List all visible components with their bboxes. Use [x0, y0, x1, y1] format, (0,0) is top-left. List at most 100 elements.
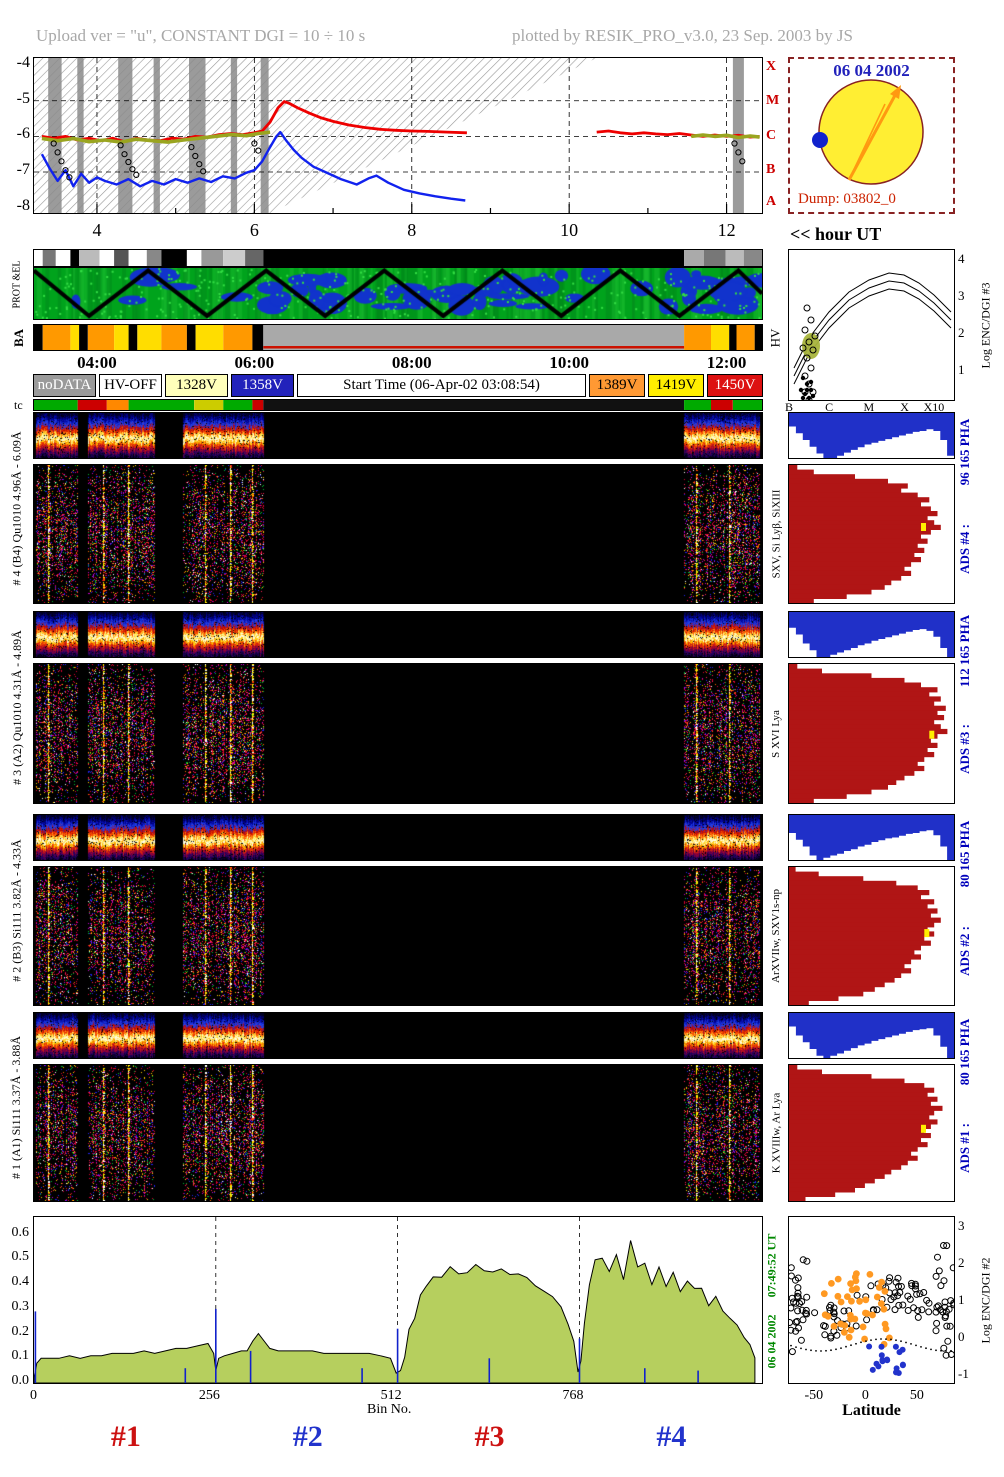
prot-el-strip-label: PROT &EL [11, 260, 23, 309]
ads-right-label-ch4: ADS #4 : [957, 524, 972, 574]
legend-item-1328v: 1328V [165, 374, 228, 397]
corrected-ytick: 0.1 [11, 1348, 30, 1364]
latitude-xtick: 0 [861, 1388, 869, 1403]
pha-right-label-ch1: 80 165 PHA [957, 1018, 973, 1085]
pha-svg-ch3 [789, 612, 954, 657]
pha-histogram-ch3 [788, 611, 955, 658]
spectrogram-tall-ch2 [33, 866, 763, 1006]
spectrogram-tall-ch4 [33, 464, 763, 604]
ads-right-label-ch3: ADS #3 : [957, 723, 972, 774]
time-axis-label: 10:00 [549, 353, 589, 372]
goes-flux-panel [33, 57, 763, 214]
corrected-ytick: 0.0 [11, 1373, 30, 1388]
ads-svg-ch3 [789, 664, 954, 803]
spectrogram-scatter-canvas [34, 867, 762, 1005]
sun-date-label: 06 04 2002 [833, 61, 910, 80]
corrected-xtick: 256 [198, 1388, 220, 1403]
spectrum-date-label: 06 04 2002 [764, 1314, 779, 1368]
latitude-axis-label: Latitude [842, 1402, 901, 1419]
header-plotted-by: plotted by RESIK_PRO_v3.0, 23 Sep. 2003 … [512, 26, 853, 45]
log-enc-dgi3-axis-label: Log ENC/DGI #3 [978, 282, 993, 368]
tc-strip-label: tc [14, 398, 23, 412]
goes-class-letter: C [766, 128, 777, 144]
latitude-ytick: -1 [958, 1366, 969, 1381]
legend-item-1419v: 1419V [648, 374, 704, 397]
corrected-xtick: 0 [30, 1388, 37, 1403]
ads-right-label-ch1: ADS #1 : [957, 1123, 972, 1173]
ads-histogram-ch3 [788, 663, 955, 804]
goes-ytick-label: -7 [16, 161, 30, 179]
ads-histogram-ch4 [788, 464, 955, 604]
tc-strip [33, 399, 763, 411]
ba-strip-label: BA [11, 328, 26, 347]
time-axis-label: 06:00 [234, 353, 275, 372]
ads-svg-ch1 [789, 1065, 954, 1201]
pha-right-label-ch2: 80 165 PHA [957, 820, 973, 887]
bin-no-axis-label: Bin No. [367, 1402, 412, 1417]
pha-svg-ch1 [789, 1013, 954, 1058]
first-order-panel [788, 249, 955, 401]
latitude-ytick: 3 [958, 1218, 965, 1233]
corrected-xtick: 768 [562, 1388, 584, 1403]
corrected-spectra-panel [33, 1216, 763, 1384]
spectrogram-scatter-canvas [34, 1065, 762, 1201]
pha-histogram-ch4 [788, 412, 955, 459]
goes-ytick-label: -8 [16, 196, 30, 214]
goes-flux-plot [34, 58, 762, 213]
prot-el-strip [33, 249, 763, 267]
electron-flux-canvas [34, 268, 762, 319]
spectrogram-short-ch2 [33, 814, 763, 861]
pha-svg-ch2 [789, 815, 954, 860]
hv-strip-label: HV [767, 328, 782, 347]
latitude-ytick: 0 [958, 1329, 965, 1344]
latitude-scatter-plot [789, 1242, 954, 1376]
time-axis-label: 08:00 [391, 353, 432, 372]
goes-xtick-label: 10 [560, 220, 579, 240]
legend-item-1358v: 1358V [231, 374, 294, 397]
spectrum-time-label: 07:49:52 UT [764, 1233, 779, 1297]
corrected-xtick: 512 [380, 1388, 402, 1403]
first-order-ytick: 3 [958, 288, 965, 303]
first-order-plot [793, 272, 952, 400]
goes-class-letter: X [766, 58, 777, 74]
corrected-ytick: 0.5 [11, 1249, 30, 1265]
spectrogram-band-canvas [34, 612, 762, 657]
latitude-xtick: 50 [909, 1388, 924, 1403]
ads-svg-ch2 [789, 867, 954, 1005]
sun-disk-drawing [789, 76, 954, 189]
spectral-lines-label-ch2: ArXVIIw, SXV1s-np [770, 889, 782, 983]
spectrogram-tall-ch1 [33, 1064, 763, 1202]
channel-left-label-ch3: # 3 (A2) Qu1010 4.31Å - 4.89Å [9, 630, 24, 785]
first-order-xtick: M [863, 400, 875, 414]
corrected-ytick: 0.6 [11, 1224, 30, 1240]
ba-hv-strip-svg [34, 325, 762, 350]
goes-class-letter: B [766, 162, 776, 178]
spectrogram-band-canvas [34, 413, 762, 458]
ads-right-label-ch2: ADS #2 : [957, 926, 972, 976]
goes-xtick-label: 12 [717, 220, 736, 240]
time-axis-label: 12:00 [706, 353, 747, 372]
spectrogram-band-canvas [34, 1013, 762, 1058]
spectrogram-short-ch3 [33, 611, 763, 658]
first-order-xtick: C [825, 400, 834, 414]
goes-xtick-label: 4 [92, 220, 102, 240]
spectrogram-band-canvas [34, 815, 762, 860]
section-label-4: #4 [656, 1420, 687, 1453]
goes-ytick-label: -5 [16, 89, 30, 107]
spectral-lines-label-ch1: K XVIIIw, Ar Lya [770, 1092, 783, 1174]
latitude-scatter-panel [788, 1216, 955, 1384]
goes-ytick-label: -4 [16, 54, 30, 72]
spectrogram-short-ch4 [33, 412, 763, 459]
sun-disk-svg [812, 79, 924, 185]
spectrogram-scatter-canvas [34, 465, 762, 603]
header-upload-info: Upload ver = "u", CONSTANT DGI = 10 ÷ 10… [36, 26, 366, 45]
time-axis-label: 04:00 [77, 353, 117, 372]
first-order-xtick: B [785, 400, 794, 414]
goes-xtick-label: 8 [407, 220, 417, 240]
spectral-lines-label-ch4: SXV, Si Lyβ, SiXIII [770, 489, 783, 579]
spectrogram-tall-ch3 [33, 663, 763, 804]
ads-svg-ch4 [789, 465, 954, 603]
goes-xtick-label: 6 [249, 220, 259, 240]
dump-id-label: Dump: 03802_0 [798, 191, 896, 207]
pha-histogram-ch1 [788, 1012, 955, 1059]
